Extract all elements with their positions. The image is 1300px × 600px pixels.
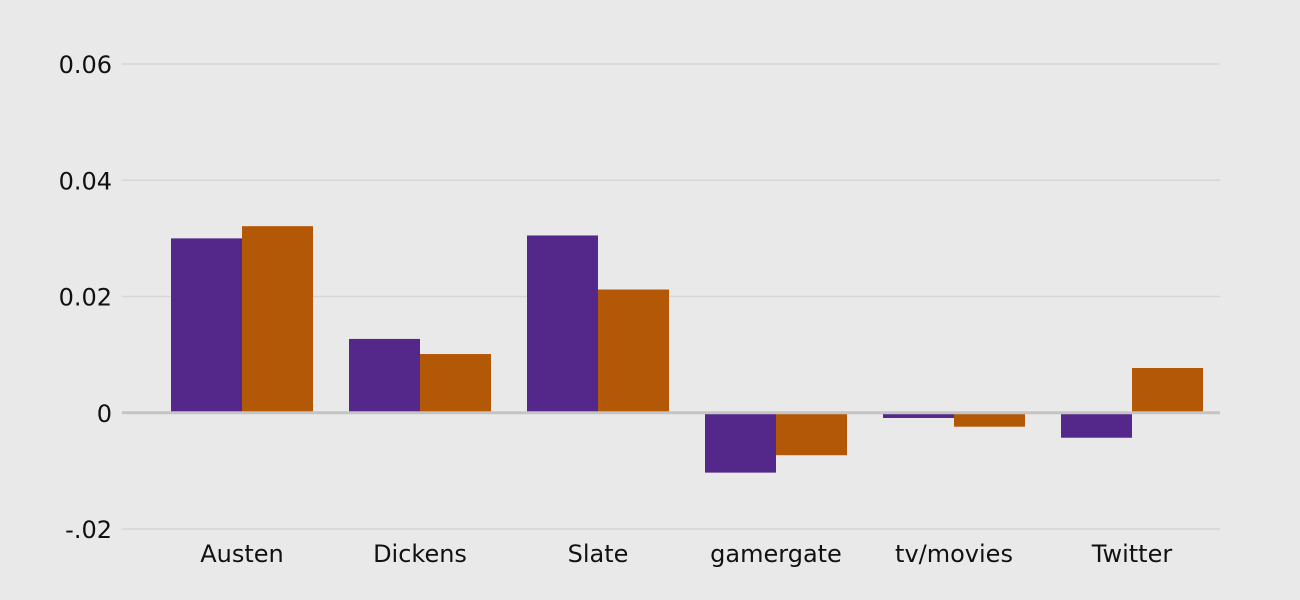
- bar-slate-series-1: [527, 235, 598, 413]
- bar-austen-series-2: [242, 226, 313, 413]
- y-tick-label: -.02: [65, 516, 112, 544]
- x-category-label: Austen: [200, 540, 284, 568]
- bar-tv-movies-series-2: [954, 412, 1025, 427]
- y-tick-label: 0.02: [59, 284, 112, 312]
- bars: [171, 226, 1203, 473]
- y-axis-tick-labels: -.02 0 0.02 0.04 0.06: [59, 51, 112, 544]
- x-category-label: Twitter: [1091, 540, 1173, 568]
- y-tick-label: 0.04: [59, 167, 112, 195]
- x-category-label: gamergate: [710, 540, 842, 568]
- bar-austen-series-1: [171, 238, 242, 413]
- x-category-label: tv/movies: [895, 540, 1013, 568]
- bar-gamergate-series-1: [705, 412, 776, 473]
- x-axis-category-labels: Austen Dickens Slate gamergate tv/movies Twit…: [200, 540, 1172, 568]
- bar-twitter-series-2: [1132, 367, 1203, 413]
- bar-gamergate-series-2: [776, 412, 847, 456]
- x-category-label: Slate: [568, 540, 629, 568]
- y-tick-label: 0: [97, 400, 112, 428]
- bar-twitter-series-1: [1061, 412, 1132, 438]
- bar-dickens-series-2: [420, 354, 491, 413]
- y-tick-label: 0.06: [59, 51, 112, 79]
- x-category-label: Dickens: [373, 540, 467, 568]
- bar-dickens-series-1: [349, 338, 420, 413]
- bar-tv-movies-series-1: [883, 412, 954, 418]
- bar-slate-series-2: [598, 289, 669, 413]
